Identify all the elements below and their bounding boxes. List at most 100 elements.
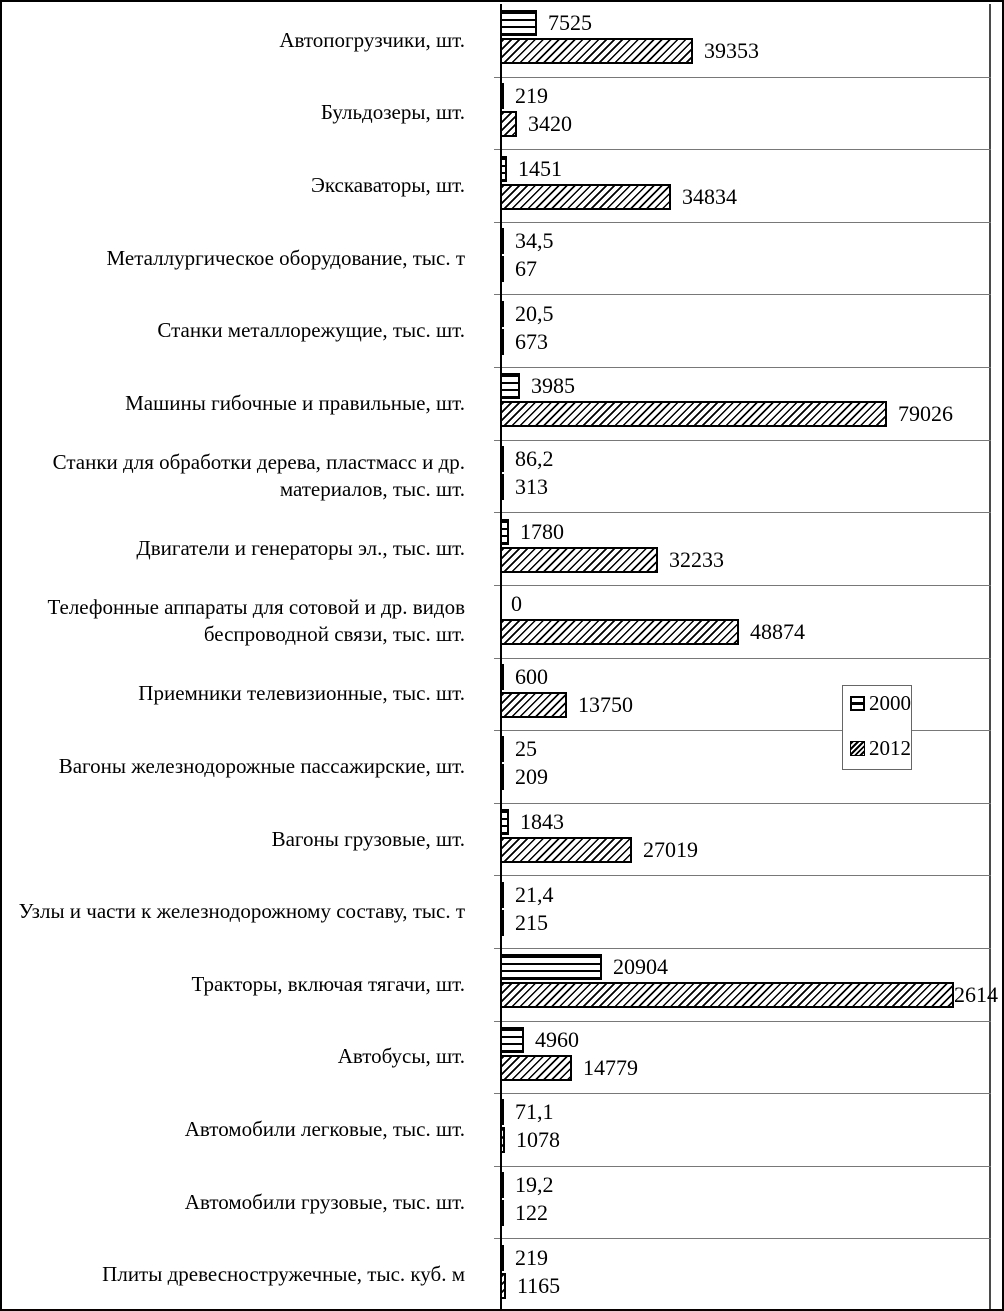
row-separator [494, 294, 991, 295]
category-label: Экскаваторы, шт. [310, 173, 465, 198]
category-label: Узлы и части к железнодорожному составу,… [18, 899, 465, 924]
row-separator [494, 658, 991, 659]
bar-2000 [500, 1027, 524, 1053]
y-axis-line [500, 4, 502, 1309]
row-separator [494, 948, 991, 949]
bar-2012 [500, 982, 954, 1008]
bar-2012 [500, 1200, 504, 1226]
bar-2012 [500, 764, 504, 790]
value-label-2012: 48874 [750, 619, 805, 644]
value-label-2012: 32233 [669, 547, 724, 572]
value-label-2000: 21,4 [515, 882, 554, 907]
value-label-2000: 1780 [520, 519, 564, 544]
bar-2012 [500, 1273, 506, 1299]
bar-2000 [500, 446, 504, 472]
row-separator [494, 875, 991, 876]
bar-2012 [500, 837, 632, 863]
category-label: Металлургическое оборудование, тыс. т [106, 245, 465, 270]
bar-2012 [500, 692, 567, 718]
bar-2000 [500, 156, 507, 182]
row-separator [494, 222, 991, 223]
category-label: Автобусы, шт. [337, 1044, 465, 1069]
value-label-2012: 673 [515, 329, 548, 354]
value-label-2012: 209 [515, 764, 548, 789]
bar-2012 [500, 329, 504, 355]
value-label-2000: 1843 [520, 809, 564, 834]
value-label-2012: 3420 [528, 111, 572, 136]
value-label-2000: 0 [511, 591, 522, 616]
category-label: Вагоны грузовые, шт. [271, 826, 465, 851]
bar-2012 [500, 1055, 572, 1081]
value-label-2012: 79026 [898, 401, 953, 426]
value-label-2000: 86,2 [515, 446, 554, 471]
category-label: Автопогрузчики, шт. [279, 27, 465, 52]
category-label: Вагоны железнодорожные пассажирские, шт. [58, 753, 465, 778]
bar-2000 [500, 954, 602, 980]
value-label-2000: 1451 [518, 156, 562, 181]
row-separator [494, 149, 991, 150]
bar-2012 [500, 910, 504, 936]
value-label-2012: 67 [515, 256, 537, 281]
bar-2000 [500, 228, 504, 254]
bar-2012 [500, 38, 693, 64]
legend-entry-2012: 2012 [850, 737, 911, 759]
row-separator [494, 77, 991, 78]
legend-label-2012: 2012 [869, 736, 911, 760]
legend-entry-2000: 2000 [850, 692, 911, 714]
category-label: Станки металлорежущие, тыс. шт. [157, 318, 465, 343]
bar-2000 [500, 882, 504, 908]
row-separator [494, 367, 991, 368]
bar-2000 [500, 664, 504, 690]
category-label: Машины гибочные и правильные, шт. [125, 390, 465, 415]
value-label-2000: 25 [515, 736, 537, 761]
category-label: Автомобили легковые, тыс. шт. [184, 1116, 465, 1141]
plot-right-border [989, 4, 991, 1309]
bar-2012 [500, 256, 504, 282]
row-separator [494, 1021, 991, 1022]
bar-2000 [500, 519, 509, 545]
row-separator [494, 803, 991, 804]
value-label-2000: 7525 [548, 10, 592, 35]
value-label-2012: 27019 [643, 837, 698, 862]
category-label: Тракторы, включая тягачи, шт. [191, 971, 465, 996]
value-label-2012: 313 [515, 474, 548, 499]
category-label: Двигатели и генераторы эл., тыс. шт. [136, 536, 465, 561]
value-label-2000: 20904 [613, 954, 668, 979]
bar-2012 [500, 1127, 505, 1153]
value-label-2000: 19,2 [515, 1172, 554, 1197]
value-label-2012: 14779 [583, 1055, 638, 1080]
bar-2000 [500, 1245, 504, 1271]
bar-2012 [500, 111, 517, 137]
value-label-2012: 1078 [516, 1127, 560, 1152]
value-label-2012: 34834 [682, 184, 737, 209]
category-label: Станки для обработки дерева, пластмасс и… [52, 449, 465, 501]
row-separator [494, 585, 991, 586]
bar-2012 [500, 184, 671, 210]
value-label-2000: 34,5 [515, 228, 554, 253]
value-label-2000: 3985 [531, 373, 575, 398]
row-separator [494, 512, 991, 513]
row-separator [494, 730, 991, 731]
category-label: Телефонные аппараты для сотовой и др. ви… [47, 595, 465, 647]
bar-2000 [500, 736, 504, 762]
value-label-2000: 4960 [535, 1027, 579, 1052]
value-label-2000: 219 [515, 1245, 548, 1270]
hatch-swatch-icon [850, 740, 865, 756]
legend-label-2000: 2000 [869, 691, 911, 715]
row-separator [494, 1238, 991, 1239]
bar-2000 [500, 373, 520, 399]
bar-2000 [500, 301, 504, 327]
row-separator [494, 440, 991, 441]
value-label-2012: 215 [515, 910, 548, 935]
bar-2000 [500, 83, 504, 109]
value-label-2012: 122 [515, 1200, 548, 1225]
row-separator [494, 1093, 991, 1094]
legend: 2000 2012 [842, 685, 912, 770]
value-label-2012: 39353 [704, 38, 759, 63]
bar-2000 [500, 1172, 504, 1198]
bar-2012 [500, 401, 887, 427]
category-label: Автомобили грузовые, тыс. шт. [184, 1189, 465, 1214]
category-label: Плиты древесностружечные, тыс. куб. м [102, 1262, 465, 1287]
category-label: Приемники телевизионные, тыс. шт. [138, 681, 465, 706]
